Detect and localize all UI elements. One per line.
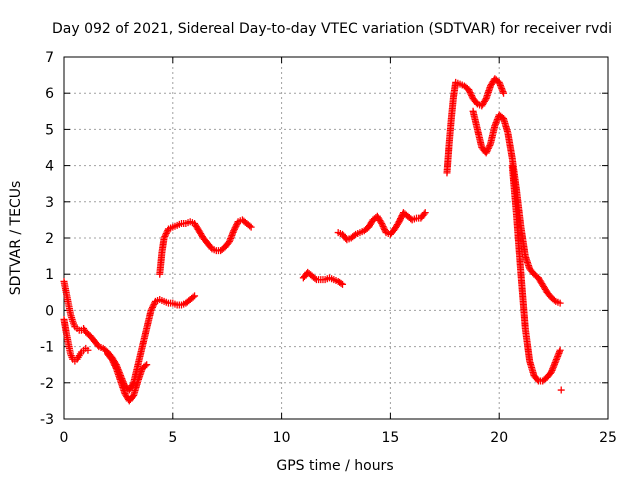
data-point <box>381 226 389 234</box>
data-point <box>484 144 492 152</box>
data-point <box>230 227 238 235</box>
data-point <box>421 209 429 217</box>
tick-labels: 0 5 10 15 20 25 -3 -2 -1 0 1 2 3 4 5 6 7 <box>40 50 617 446</box>
chart-title: Day 092 of 2021, Sidereal Day-to-day VTE… <box>52 21 612 37</box>
y-tick-label: 5 <box>45 122 54 138</box>
data-point <box>162 231 170 239</box>
data-point <box>378 221 386 229</box>
data-point <box>468 92 476 100</box>
data-point <box>550 296 558 304</box>
y-tick-label: 3 <box>45 195 54 211</box>
data-point <box>143 361 151 369</box>
data-point <box>481 96 489 104</box>
grid-lines <box>64 57 608 419</box>
data-point <box>246 222 254 230</box>
x-tick-label: 15 <box>381 430 399 446</box>
data-point <box>149 302 157 310</box>
data-point <box>109 358 117 366</box>
data-points <box>60 75 565 405</box>
x-tick-label: 5 <box>168 430 177 446</box>
data-point <box>350 232 358 240</box>
data-point <box>141 362 149 370</box>
data-point <box>339 280 347 288</box>
y-axis-label: SDTVAR / TECUs <box>8 181 24 296</box>
data-point <box>500 89 508 97</box>
data-point <box>395 218 403 226</box>
data-point <box>397 213 405 221</box>
data-point <box>247 223 255 231</box>
y-tick-label: 6 <box>45 86 54 102</box>
y-tick-label: 2 <box>45 231 54 247</box>
y-tick-label: -2 <box>40 376 54 392</box>
data-point <box>484 146 492 154</box>
axis-ticks <box>63 56 609 420</box>
data-point <box>148 305 156 313</box>
data-point <box>230 225 238 233</box>
x-tick-label: 20 <box>490 430 508 446</box>
data-point <box>233 221 241 229</box>
x-axis-label: GPS time / hours <box>276 458 393 474</box>
data-point <box>109 357 117 365</box>
data-point <box>397 215 405 223</box>
data-point <box>533 376 541 384</box>
data-point <box>465 87 473 95</box>
data-point <box>378 220 386 228</box>
data-point <box>557 386 565 394</box>
y-tick-label: 0 <box>45 303 54 319</box>
data-point <box>483 147 491 155</box>
y-tick-label: -1 <box>40 340 54 356</box>
data-point <box>191 292 199 300</box>
data-point <box>420 210 428 218</box>
data-point <box>108 355 116 363</box>
y-tick-label: 4 <box>45 159 54 175</box>
data-point <box>380 224 388 232</box>
data-point <box>482 149 490 157</box>
data-point <box>189 293 197 301</box>
data-point <box>486 141 494 149</box>
data-point <box>150 300 158 308</box>
x-tick-label: 25 <box>599 430 617 446</box>
data-point <box>161 232 169 240</box>
data-point <box>556 346 564 354</box>
data-point <box>485 143 493 151</box>
y-tick-label: 7 <box>45 50 54 66</box>
x-tick-label: 10 <box>273 430 291 446</box>
y-tick-label: -3 <box>40 412 54 428</box>
data-point <box>311 274 319 282</box>
data-point <box>147 306 155 314</box>
data-point <box>467 90 475 98</box>
data-point <box>111 363 119 371</box>
y-tick-label: 1 <box>45 267 54 283</box>
data-point <box>162 229 170 237</box>
data-point <box>232 222 240 230</box>
data-point <box>466 89 474 97</box>
data-point <box>231 224 239 232</box>
data-point <box>148 303 156 311</box>
data-point <box>379 223 387 231</box>
data-point <box>396 216 404 224</box>
data-point <box>111 361 119 369</box>
data-point <box>84 346 92 354</box>
data-point <box>163 228 171 236</box>
data-point <box>556 299 564 307</box>
data-point <box>110 360 118 368</box>
data-point <box>160 234 168 242</box>
data-point <box>337 279 345 287</box>
data-point <box>465 86 473 94</box>
x-tick-label: 0 <box>60 430 69 446</box>
